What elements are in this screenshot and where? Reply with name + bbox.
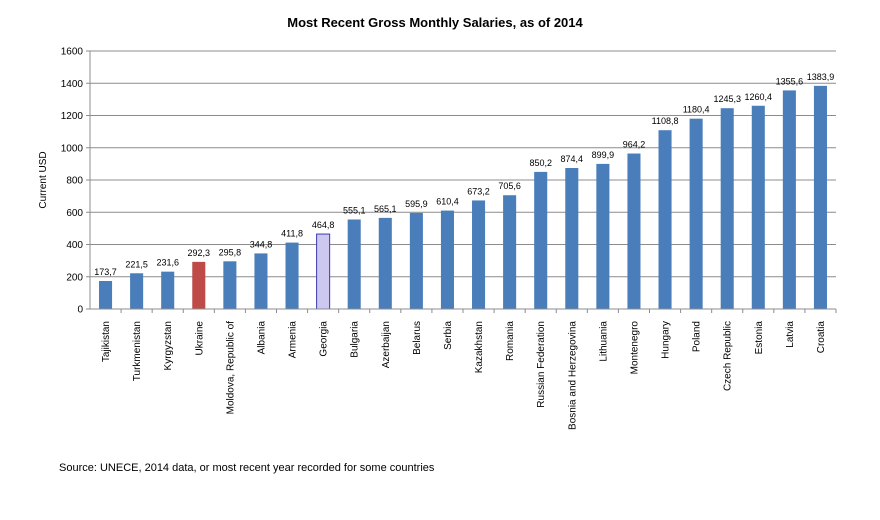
data-label: 610,4 (436, 197, 459, 207)
x-tick-label: Serbia (443, 321, 454, 350)
bar (813, 85, 827, 309)
y-tick-label: 1600 (61, 47, 84, 58)
x-tick-label: Croatia (816, 321, 827, 354)
x-tick-label: Russian Federation (536, 321, 547, 408)
source-note: Source: UNECE, 2014 data, or most recent… (59, 462, 435, 474)
bar (689, 118, 703, 310)
x-tick-label: Belarus (412, 321, 423, 355)
y-tick-label: 1400 (61, 79, 84, 90)
data-label: 173,7 (94, 267, 117, 277)
bar (627, 153, 641, 309)
data-label: 292,3 (188, 248, 211, 258)
x-tick-label: Turkmenistan (132, 321, 143, 381)
data-label: 565,1 (374, 204, 397, 214)
bar (658, 130, 672, 309)
x-tick-label: Albania (256, 321, 267, 355)
data-label: 1108,8 (652, 116, 679, 126)
bar (347, 219, 361, 309)
x-tick-label: Azerbaijan (381, 321, 392, 368)
x-tick-label: Hungary (661, 321, 672, 359)
data-label: 874,4 (561, 154, 584, 164)
bar (254, 253, 268, 309)
bar (99, 280, 113, 309)
data-label: 344,8 (250, 239, 273, 249)
bar (565, 168, 579, 309)
x-tick-label: Tajikistan (101, 321, 112, 362)
x-tick-label: Romania (505, 321, 516, 361)
bar (192, 261, 206, 309)
y-tick-label: 200 (66, 272, 83, 283)
bar (503, 195, 517, 309)
data-label: 295,8 (219, 247, 242, 257)
data-label: 673,2 (467, 186, 490, 196)
bar (223, 261, 237, 309)
x-tick-label: Czech Republic (723, 321, 734, 391)
bar (130, 273, 144, 309)
x-tick-label: Montenegro (629, 321, 640, 375)
y-tick-label: 1000 (61, 143, 84, 154)
data-label: 595,9 (405, 199, 428, 209)
bar (472, 200, 486, 309)
x-tick-label: Bosnia and Herzegovina (567, 321, 578, 430)
x-tick-label: Bulgaria (350, 321, 361, 358)
data-label: 221,5 (125, 259, 148, 269)
bar (316, 233, 331, 310)
x-tick-label: Moldova, Republic of (225, 321, 236, 415)
axes: 0 200 400 600 800 1000 1200 1400 1600 Tajikistan T… (61, 47, 837, 430)
data-label: 705,6 (498, 181, 521, 191)
bar (161, 271, 175, 309)
data-label: 1383,9 (807, 72, 835, 82)
x-tick-label: Kazakhstan (474, 321, 485, 373)
data-label: 850,2 (529, 158, 552, 168)
bar (409, 212, 423, 309)
bar (285, 242, 299, 309)
bar (440, 210, 454, 309)
data-label: 899,9 (592, 150, 615, 160)
data-label: 964,2 (623, 140, 646, 150)
y-tick-label: 1200 (61, 111, 84, 122)
y-tick-label: 0 (77, 305, 83, 316)
chart-title: Most Recent Gross Monthly Salaries, as o… (287, 15, 583, 30)
x-tick-label: Poland (692, 321, 703, 352)
y-tick-label: 600 (66, 208, 83, 219)
data-label: 1180,4 (683, 105, 710, 115)
data-label: 1245,3 (713, 94, 741, 104)
data-label: 1355,6 (776, 76, 804, 86)
gridlines (90, 50, 836, 278)
x-tick-label: Armenia (288, 321, 299, 359)
data-label: 555,1 (343, 205, 366, 215)
data-labels: 173,7 221,5 231,6 292,3 295,8 344,8 411,8 464,8… (94, 72, 834, 277)
data-label: 1260,4 (745, 92, 773, 102)
x-tick-label: Estonia (754, 321, 765, 355)
data-label: 411,8 (281, 229, 303, 239)
y-axis-label: Current USD (38, 151, 49, 208)
data-label: 464,8 (312, 220, 335, 230)
y-tick-label: 800 (66, 176, 83, 187)
x-tick-label: Ukraine (194, 321, 205, 356)
bar (751, 105, 765, 309)
bar (720, 108, 734, 309)
x-tick-label: Kyrgyzstan (163, 321, 174, 370)
x-tick-label: Latvia (785, 321, 796, 348)
bar (596, 163, 610, 309)
bar (378, 217, 392, 309)
y-tick-label: 400 (66, 240, 83, 251)
x-tick-label: Lithuania (598, 321, 609, 362)
bar (534, 171, 548, 309)
bars (99, 85, 827, 310)
data-label: 231,6 (156, 258, 179, 268)
x-tick-label: Georgia (319, 321, 330, 357)
bar (782, 90, 796, 309)
